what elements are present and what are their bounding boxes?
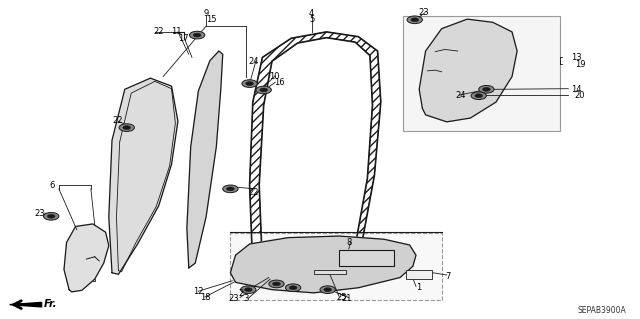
Bar: [406, 270, 432, 279]
Polygon shape: [109, 78, 178, 274]
Polygon shape: [419, 19, 517, 122]
Text: 1: 1: [417, 283, 422, 292]
Text: 24: 24: [456, 91, 466, 100]
Circle shape: [285, 284, 301, 292]
Bar: [314, 270, 346, 274]
Polygon shape: [64, 224, 109, 292]
Circle shape: [260, 88, 268, 92]
Text: 23: 23: [35, 209, 45, 218]
Text: 17: 17: [178, 34, 189, 43]
Circle shape: [242, 80, 257, 87]
Circle shape: [269, 280, 284, 288]
Text: 2: 2: [238, 289, 243, 298]
Text: 19: 19: [575, 60, 585, 69]
Text: 22: 22: [154, 27, 164, 36]
Text: 12: 12: [193, 287, 204, 296]
Circle shape: [411, 18, 419, 22]
Text: 18: 18: [200, 293, 211, 302]
Circle shape: [324, 288, 332, 292]
Text: 23: 23: [419, 8, 429, 17]
Text: 6: 6: [50, 181, 55, 189]
Circle shape: [407, 16, 422, 24]
Circle shape: [189, 31, 205, 39]
Circle shape: [273, 282, 280, 286]
Circle shape: [47, 214, 55, 218]
Polygon shape: [187, 51, 223, 268]
Text: 14: 14: [571, 85, 581, 94]
Bar: [403, 16, 560, 131]
Circle shape: [479, 85, 494, 93]
Bar: [230, 233, 442, 300]
Text: 20: 20: [575, 91, 585, 100]
Text: Fr.: Fr.: [44, 299, 57, 309]
Text: 4: 4: [309, 9, 314, 18]
Circle shape: [227, 187, 234, 191]
Text: 23: 23: [228, 294, 239, 303]
Text: SEPAB3900A: SEPAB3900A: [577, 306, 626, 315]
Text: 24: 24: [248, 57, 259, 66]
Circle shape: [241, 286, 256, 293]
Circle shape: [246, 82, 253, 85]
Text: 10: 10: [269, 72, 279, 81]
Text: 22: 22: [112, 116, 122, 125]
Text: 21: 21: [342, 294, 352, 303]
Circle shape: [119, 124, 134, 131]
FancyBboxPatch shape: [76, 274, 95, 281]
Text: 16: 16: [274, 78, 285, 87]
Circle shape: [193, 33, 201, 37]
Circle shape: [223, 185, 238, 193]
Text: 3: 3: [243, 294, 248, 303]
Text: 15: 15: [206, 15, 216, 24]
Circle shape: [244, 288, 252, 292]
Circle shape: [256, 86, 271, 94]
Text: 11: 11: [172, 27, 182, 36]
Circle shape: [123, 126, 131, 130]
Polygon shape: [10, 302, 42, 307]
Circle shape: [289, 286, 297, 290]
Circle shape: [320, 286, 335, 293]
Bar: [339, 250, 394, 266]
Text: 25: 25: [336, 293, 346, 302]
Text: 5: 5: [309, 15, 314, 24]
Circle shape: [471, 92, 486, 100]
Polygon shape: [230, 236, 416, 293]
Text: 7: 7: [445, 272, 451, 281]
Circle shape: [44, 212, 59, 220]
Text: 9: 9: [204, 9, 209, 18]
Text: 8: 8: [346, 238, 351, 247]
Circle shape: [483, 87, 490, 91]
Circle shape: [475, 94, 483, 98]
Text: 22: 22: [248, 189, 259, 197]
Text: 13: 13: [571, 53, 582, 62]
